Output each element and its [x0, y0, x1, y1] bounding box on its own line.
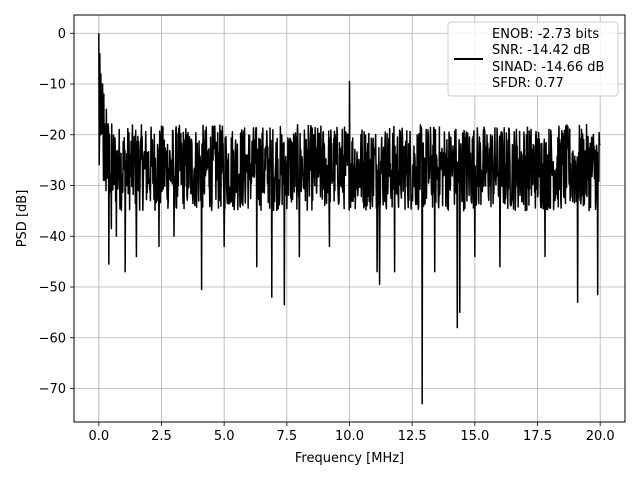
- y-tick-label: −60: [39, 331, 66, 346]
- x-tick-label: 0.0: [88, 429, 109, 444]
- legend-box: [447, 21, 619, 97]
- y-tick-label: −70: [39, 382, 66, 397]
- y-axis-ticks: 0 −10 −20 −30 −40 −50 −60 −70: [39, 27, 74, 397]
- plot-area: [98, 33, 601, 405]
- y-axis-label: PSD [dB]: [15, 190, 30, 248]
- psd-series-line: [98, 33, 601, 405]
- y-tick-label: 0: [58, 27, 66, 42]
- x-tick-label: 7.5: [276, 429, 297, 444]
- x-tick-label: 2.5: [151, 429, 172, 444]
- y-tick-label: −40: [39, 230, 66, 245]
- x-axis-label: Frequency [MHz]: [295, 451, 404, 466]
- legend-entry-snr: SNR: -14.42 dB: [492, 43, 590, 58]
- y-tick-label: −20: [39, 128, 66, 143]
- y-tick-label: −50: [39, 281, 66, 296]
- x-tick-label: 20.0: [586, 429, 615, 444]
- x-tick-label: 17.5: [523, 429, 552, 444]
- x-tick-label: 5.0: [214, 429, 235, 444]
- x-axis-ticks: 0.0 2.5 5.0 7.5 10.0 12.5 15.0 17.5 20.0: [88, 422, 615, 444]
- x-tick-label: 12.5: [398, 429, 427, 444]
- y-tick-label: −10: [39, 78, 66, 93]
- y-tick-label: −30: [39, 179, 66, 194]
- x-tick-label: 15.0: [460, 429, 489, 444]
- legend-entry-enob: ENOB: -2.73 bits: [492, 27, 599, 42]
- legend: ENOB: -2.73 bits SNR: -14.42 dB SINAD: -…: [447, 21, 619, 97]
- legend-entry-sinad: SINAD: -14.66 dB: [492, 60, 604, 75]
- x-tick-label: 10.0: [335, 429, 364, 444]
- legend-entry-sfdr: SFDR: 0.77: [492, 76, 564, 91]
